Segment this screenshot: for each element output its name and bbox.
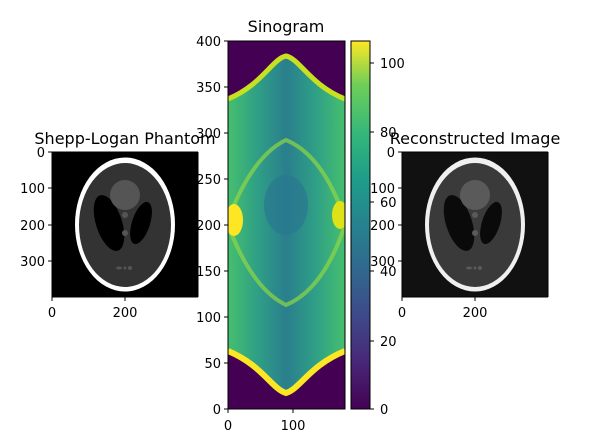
colorbar-tick-0: 0 bbox=[380, 403, 388, 418]
sinogram-ytick-3: 150 bbox=[196, 265, 221, 280]
reconstructed-panel: Reconstructed Image 0 100 bbox=[370, 129, 560, 321]
colorbar-gradient bbox=[351, 41, 370, 409]
phantom-ytick-2: 200 bbox=[20, 219, 45, 234]
reconstructed-title: Reconstructed Image bbox=[390, 129, 561, 148]
phantom-xtick-0: 0 bbox=[48, 306, 56, 321]
colorbar-tick-5: 100 bbox=[380, 57, 405, 72]
sinogram-ytick-8: 400 bbox=[196, 35, 221, 50]
sinogram-image bbox=[225, 41, 348, 409]
sinogram-ytick-4: 200 bbox=[196, 219, 221, 234]
sinogram-ytick-5: 250 bbox=[196, 173, 221, 188]
phantom-ytick-1: 100 bbox=[20, 182, 45, 197]
sinogram-ytick-6: 300 bbox=[196, 127, 221, 142]
phantom-ytick-3: 300 bbox=[20, 255, 45, 270]
phantom-ytick-0: 0 bbox=[37, 146, 45, 161]
reconstructed-xtick-0: 0 bbox=[398, 306, 406, 321]
colorbar-tick-1: 20 bbox=[380, 335, 397, 350]
reconstructed-ytick-1: 100 bbox=[370, 182, 395, 197]
reconstructed-ytick-3: 300 bbox=[370, 255, 395, 270]
reconstructed-xtick-1: 200 bbox=[463, 306, 488, 321]
sinogram-xtick-1: 100 bbox=[281, 419, 306, 432]
colorbar-tick-3: 60 bbox=[380, 196, 397, 211]
sinogram-title: Sinogram bbox=[248, 17, 325, 36]
phantom-image bbox=[52, 152, 198, 297]
sinogram-xtick-0: 0 bbox=[224, 419, 232, 432]
reconstructed-ytick-2: 200 bbox=[370, 219, 395, 234]
sinogram-ytick-2: 100 bbox=[196, 311, 221, 326]
phantom-title: Shepp-Logan Phantom bbox=[34, 129, 215, 148]
reconstructed-image bbox=[402, 152, 548, 297]
sinogram-panel: Sinogram 0 50 bbox=[196, 17, 348, 432]
sinogram-ytick-1: 50 bbox=[204, 357, 221, 372]
sinogram-ytick-0: 0 bbox=[213, 403, 221, 418]
phantom-xtick-1: 200 bbox=[113, 306, 138, 321]
sinogram-ytick-7: 350 bbox=[196, 81, 221, 96]
reconstructed-ytick-0: 0 bbox=[387, 146, 395, 161]
phantom-panel: Shepp-Logan Phantom 0 100 bbox=[20, 129, 215, 321]
